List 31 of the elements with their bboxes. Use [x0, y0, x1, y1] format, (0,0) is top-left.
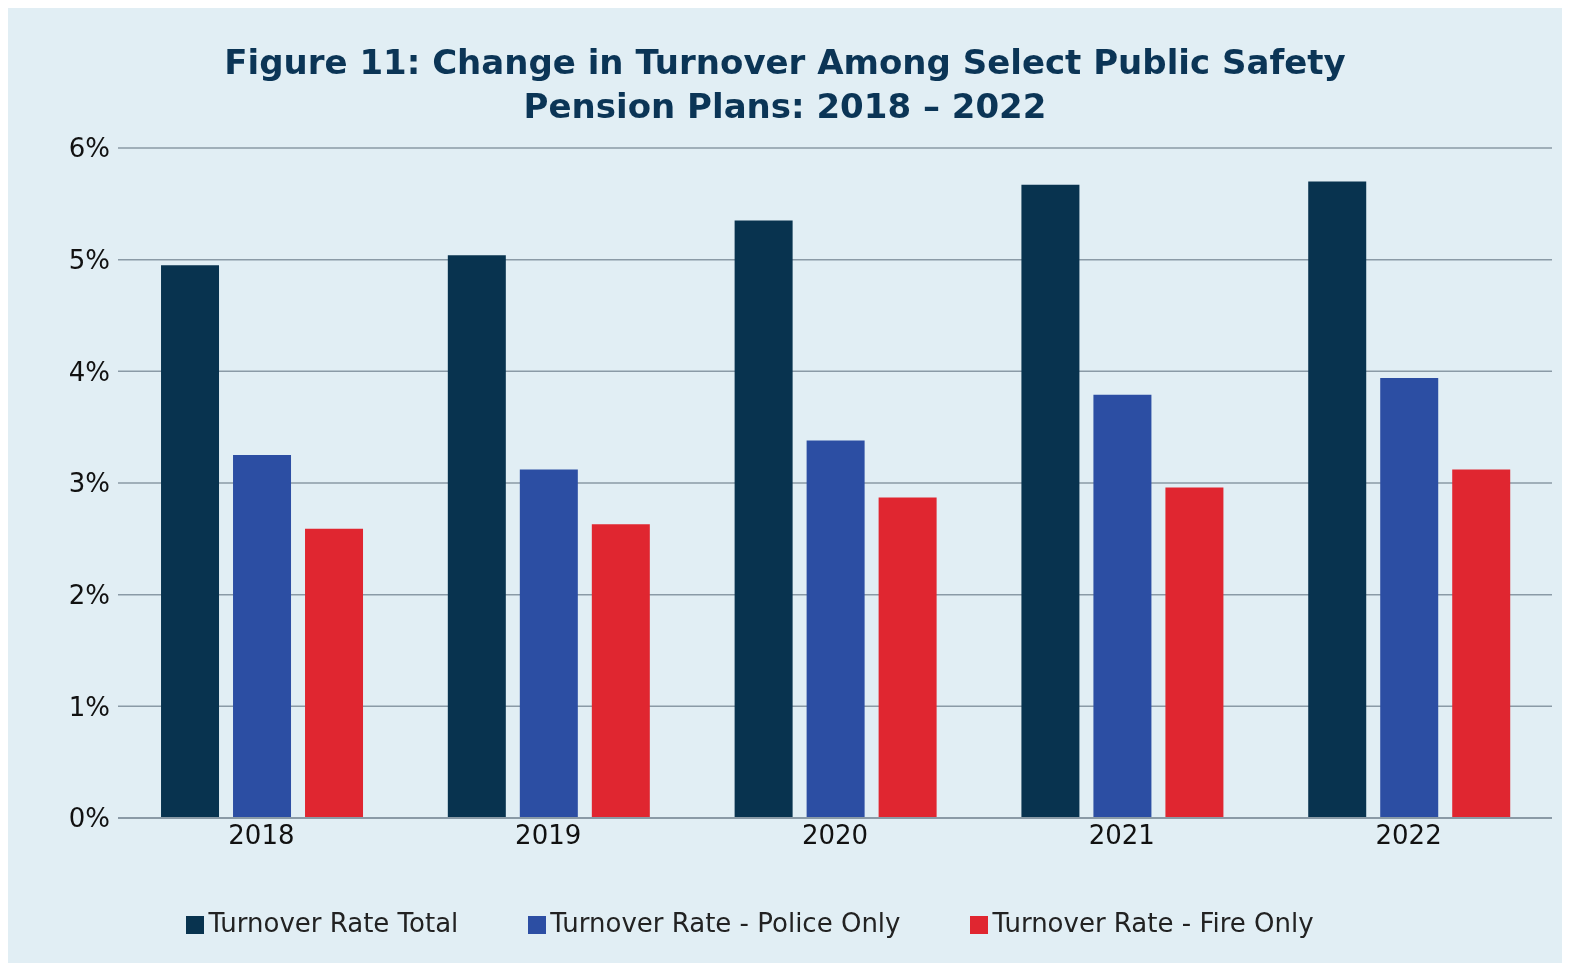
x-tick-label: 2021: [1088, 820, 1155, 851]
bar: [233, 455, 292, 818]
legend-label: Turnover Rate Total: [208, 908, 459, 938]
y-tick-label: 2%: [68, 579, 110, 610]
bar: [1021, 184, 1080, 818]
bar: [806, 440, 865, 818]
bar: [878, 497, 937, 818]
legend-label: Turnover Rate - Fire Only: [992, 908, 1314, 938]
bar: [1165, 487, 1224, 818]
bar: [734, 220, 793, 818]
bar: [447, 255, 506, 818]
chart-title: Figure 11: Change in Turnover Among Select Public Safety Pension Plans: 2018 – 2022: [223, 41, 1347, 128]
x-tick-label: 2022: [1375, 820, 1442, 851]
bar: [519, 469, 578, 818]
y-tick-label: 0%: [68, 803, 110, 834]
x-tick-label: 2020: [801, 820, 869, 851]
bar: [305, 528, 364, 818]
bar: [1452, 469, 1511, 818]
x-tick-label: 2018: [228, 820, 295, 851]
y-tick-label: 1%: [68, 691, 110, 722]
y-tick-label: 5%: [68, 244, 110, 275]
bar: [591, 524, 650, 818]
x-tick-label: 2019: [515, 820, 582, 851]
legend-label: Turnover Rate - Police Only: [550, 908, 901, 938]
y-tick-label: 3%: [68, 468, 110, 499]
bar: [1308, 181, 1367, 818]
y-tick-label: 6%: [68, 133, 110, 164]
bar: [1380, 378, 1439, 818]
bar: [1093, 394, 1152, 818]
bar: [161, 265, 220, 818]
y-tick-label: 4%: [68, 356, 110, 387]
